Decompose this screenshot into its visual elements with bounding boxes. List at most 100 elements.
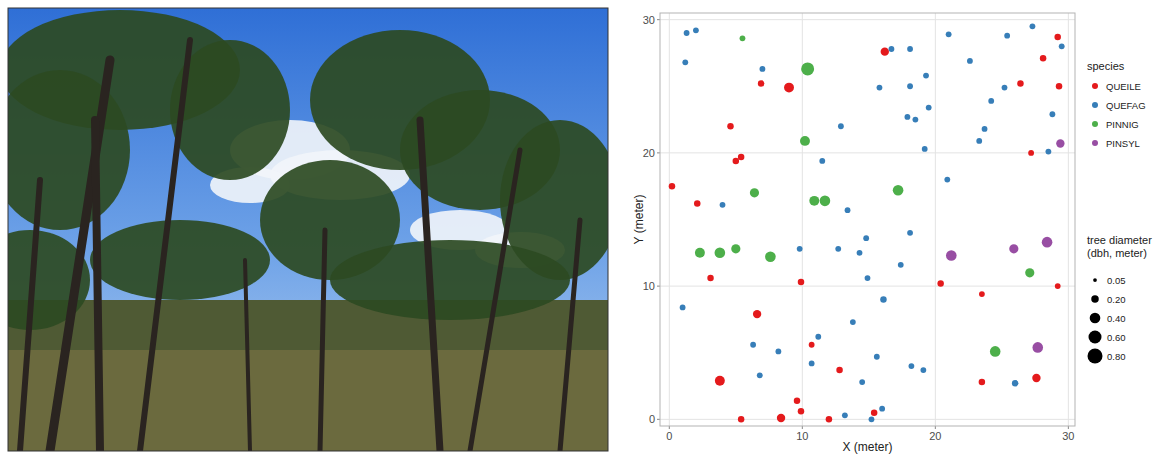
- legend-size-label: 0.20: [1107, 294, 1126, 305]
- tree-point: [797, 246, 803, 252]
- legend-size-key: [1090, 313, 1101, 324]
- tree-point: [669, 183, 675, 189]
- tree-point: [1042, 237, 1053, 248]
- tree-point: [912, 117, 918, 123]
- grid-line-x: [802, 13, 803, 426]
- tree-point: [850, 319, 856, 325]
- tree-point: [800, 136, 810, 146]
- tick-label-y: 20: [643, 147, 655, 159]
- tree-point: [946, 31, 952, 37]
- tree-point: [907, 83, 913, 89]
- legend-size-label: 0.60: [1107, 332, 1126, 343]
- trunk: [20, 180, 40, 451]
- legend-size-label: 0.80: [1107, 351, 1126, 362]
- tree-point: [680, 305, 686, 311]
- legend-title: species: [1087, 60, 1125, 72]
- canopy: [8, 70, 130, 230]
- tree-point: [765, 251, 776, 262]
- points: [669, 23, 1065, 422]
- tick-label-x: 20: [929, 430, 941, 442]
- tick-label-y: 0: [649, 413, 655, 425]
- tree-point: [863, 235, 869, 241]
- tree-point: [1009, 244, 1018, 253]
- tree-point: [979, 379, 985, 385]
- grid-line-y: [660, 152, 1075, 153]
- tree-point: [982, 126, 988, 132]
- tree-point: [1040, 55, 1046, 61]
- photo-frame: [8, 8, 608, 451]
- tree-point: [907, 230, 913, 236]
- tree-point: [880, 296, 886, 302]
- tree-point: [1004, 33, 1010, 39]
- tree-point: [893, 185, 904, 196]
- tree-point: [857, 250, 863, 256]
- trunk: [420, 120, 440, 451]
- legend-size: tree diameter(dbh, meter)0.050.200.400.6…: [1087, 234, 1152, 364]
- grid-line-y: [660, 286, 1075, 287]
- tree-point: [865, 275, 871, 281]
- tree-point: [898, 262, 904, 268]
- tree-point: [784, 83, 794, 93]
- tree-point: [757, 372, 763, 378]
- tick-label-x: 10: [796, 430, 808, 442]
- trunk: [470, 150, 520, 451]
- trunk: [245, 260, 250, 451]
- tree-point: [967, 58, 973, 64]
- tree-point: [836, 367, 842, 373]
- tree-point: [753, 310, 761, 318]
- tree-point: [694, 200, 700, 206]
- legend-key: [1092, 140, 1098, 146]
- tree-point: [1030, 23, 1036, 29]
- tick-label-y: 30: [643, 14, 655, 26]
- tree-point: [1049, 111, 1055, 117]
- tree-point: [707, 275, 713, 281]
- tree-point: [988, 98, 994, 104]
- tree-point: [798, 408, 804, 414]
- tree-point: [908, 363, 914, 369]
- tree-point: [693, 27, 699, 33]
- tree-point: [842, 412, 848, 418]
- tree-point: [845, 207, 851, 213]
- series-quefag: [680, 23, 1065, 422]
- tree-point: [731, 244, 740, 253]
- trunk: [50, 60, 110, 451]
- tree-point: [1059, 43, 1065, 49]
- tree-point: [881, 47, 889, 55]
- tree-point: [801, 62, 814, 75]
- plot-frame: [660, 13, 1075, 426]
- tree-point: [1032, 342, 1043, 353]
- tree-point: [798, 279, 804, 285]
- tree-point: [740, 35, 746, 41]
- tree-point: [937, 280, 943, 286]
- tree-point: [758, 80, 764, 86]
- grid-line-x: [1068, 13, 1069, 426]
- tree-point: [859, 379, 865, 385]
- photo: [8, 8, 608, 451]
- tree-point: [733, 158, 739, 164]
- page: 01020300102030X (meter)Y (meter)speciesQ…: [0, 0, 1173, 459]
- legend-size-title: (dbh, meter): [1087, 247, 1147, 259]
- legend-size-title: tree diameter: [1087, 234, 1152, 246]
- grid-line-x: [669, 13, 670, 426]
- tree-point: [976, 138, 982, 144]
- tick-label-x: 0: [666, 430, 672, 442]
- series-queile: [669, 34, 1063, 423]
- tree-point: [727, 123, 733, 129]
- series-pinsyl: [946, 139, 1065, 352]
- trunk: [560, 220, 580, 451]
- tick-label-y: 10: [643, 280, 655, 292]
- tree-point: [826, 416, 832, 422]
- tree-point: [794, 397, 800, 403]
- tree-point: [1054, 34, 1060, 40]
- legend-key: [1092, 121, 1098, 127]
- legend-size-key: [1093, 278, 1097, 282]
- legend-size-label: 0.05: [1107, 275, 1126, 286]
- trunk: [95, 120, 100, 451]
- tree-point: [946, 250, 957, 261]
- legend-species: speciesQUEILEQUEFAGPINNIGPINSYL: [1087, 60, 1146, 149]
- tree-point: [1025, 268, 1034, 277]
- tree-point: [922, 146, 928, 152]
- tree-point: [869, 416, 875, 422]
- tree-point: [1002, 85, 1008, 91]
- legend-key: [1092, 83, 1098, 89]
